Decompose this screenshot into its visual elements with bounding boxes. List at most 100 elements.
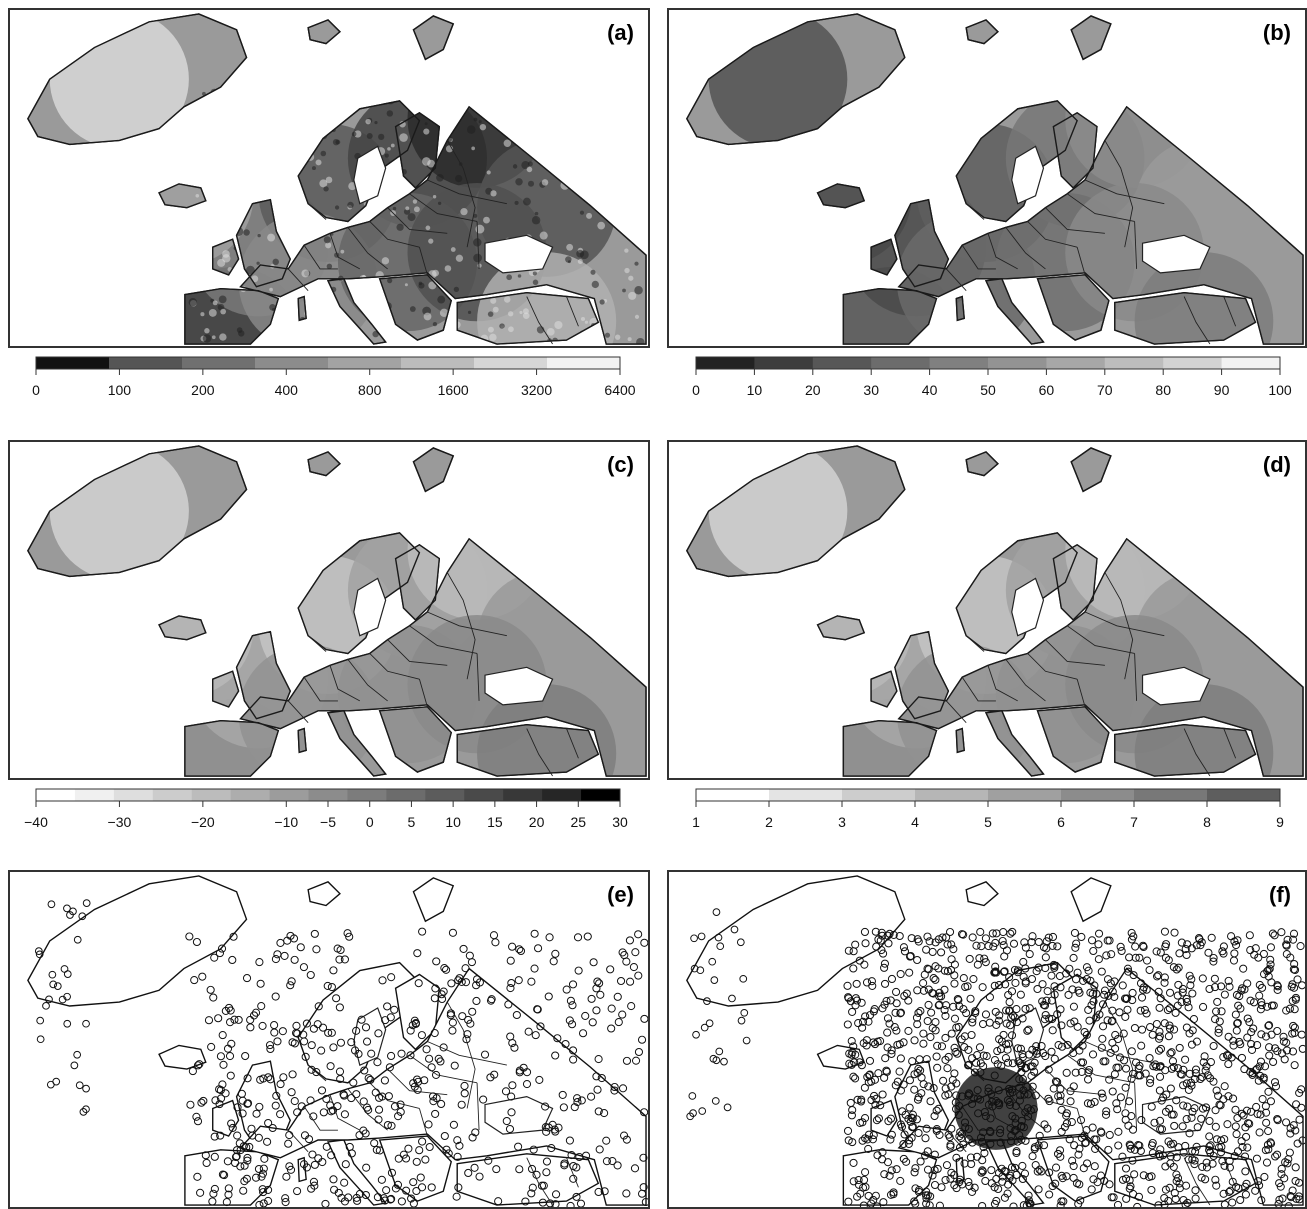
station-marker	[960, 1042, 969, 1052]
station-marker	[1021, 1004, 1030, 1013]
station-marker	[1114, 1063, 1123, 1072]
station-markers	[686, 908, 1305, 1207]
station-marker	[1273, 1026, 1282, 1036]
colorbar-swatch	[503, 789, 543, 801]
station-marker	[1169, 1162, 1178, 1171]
relief-speck	[503, 107, 508, 113]
station-marker	[1261, 1102, 1270, 1111]
relief-speck	[624, 267, 630, 274]
station-marker	[264, 1073, 273, 1082]
station-marker	[285, 1162, 294, 1171]
sea-baltic	[353, 577, 387, 637]
station-marker	[959, 974, 968, 983]
station-marker	[849, 1177, 858, 1186]
relief-speck	[381, 257, 390, 265]
station-marker	[407, 1194, 416, 1203]
station-marker	[1038, 980, 1047, 989]
station-marker	[917, 1089, 926, 1098]
station-marker	[375, 1146, 384, 1155]
station-marker	[454, 976, 463, 985]
station-marker	[919, 986, 928, 995]
coastline-turkey	[1114, 291, 1257, 345]
station-marker	[898, 1107, 907, 1116]
station-marker	[1196, 1074, 1205, 1084]
station-marker	[1135, 1141, 1144, 1150]
station-marker	[429, 1097, 438, 1106]
relief-speck	[390, 143, 395, 148]
relief-speck	[436, 174, 444, 182]
station-marker	[1072, 939, 1081, 948]
station-marker	[895, 1067, 904, 1076]
station-marker	[506, 956, 515, 965]
relief-speck	[301, 269, 310, 278]
country-border	[1183, 1157, 1211, 1206]
station-marker	[246, 1023, 255, 1032]
station-marker	[441, 965, 451, 974]
coastline-turkey	[456, 723, 600, 777]
station-marker	[913, 1068, 922, 1078]
station-marker	[1181, 1181, 1191, 1190]
station-marker	[964, 1061, 973, 1070]
station-marker	[508, 942, 517, 951]
station-marker	[1220, 1200, 1229, 1207]
station-marker	[871, 927, 880, 936]
station-marker	[243, 1153, 252, 1162]
station-marker	[619, 1131, 629, 1140]
station-marker	[1141, 1069, 1150, 1078]
country-border	[946, 268, 967, 291]
station-marker	[1219, 1053, 1228, 1062]
station-marker	[978, 1156, 987, 1165]
country-border	[476, 1082, 480, 1131]
station-marker	[1193, 1123, 1202, 1132]
station-marker	[1213, 997, 1222, 1006]
colorbar-tick-label: −10	[274, 814, 298, 830]
relief-speck	[347, 201, 354, 209]
colorbar-tick-label: 8	[1203, 814, 1211, 830]
station-marker	[1243, 1033, 1252, 1042]
relief-speck	[208, 308, 217, 317]
relief-speck	[374, 120, 378, 125]
station-marker	[1293, 975, 1302, 984]
relief-speck	[490, 190, 497, 197]
station-marker	[975, 954, 984, 963]
station-marker	[1069, 1173, 1078, 1182]
station-marker	[1187, 1081, 1196, 1090]
station-marker	[1156, 1125, 1165, 1134]
country-border	[347, 659, 388, 702]
station-marker	[243, 1099, 253, 1108]
station-marker	[1212, 1135, 1222, 1144]
station-marker	[1028, 1152, 1037, 1161]
station-marker	[854, 1176, 863, 1185]
station-marker	[1291, 1176, 1300, 1186]
relief-speck	[203, 152, 210, 158]
station-marker	[602, 1157, 611, 1166]
station-marker	[930, 1166, 939, 1175]
relief-speck	[404, 283, 408, 287]
station-marker	[1130, 1023, 1139, 1033]
station-marker	[613, 992, 622, 1001]
station-cluster	[954, 1067, 1038, 1150]
relief-speck	[568, 180, 574, 186]
country-border	[1134, 1082, 1138, 1131]
relief-speck	[541, 179, 549, 186]
station-marker	[36, 1035, 45, 1044]
relief-speck	[628, 291, 637, 300]
station-marker	[1121, 1164, 1131, 1173]
station-marker	[1169, 1062, 1178, 1072]
relief-speck	[616, 102, 622, 109]
relief-speck	[547, 143, 557, 153]
station-marker	[319, 1108, 328, 1117]
station-marker	[1257, 983, 1267, 992]
relief-speck	[231, 159, 235, 163]
station-marker	[1188, 989, 1197, 998]
station-marker	[233, 1131, 242, 1140]
station-marker	[243, 1099, 252, 1108]
station-marker	[1182, 1115, 1191, 1124]
station-marker	[1127, 1047, 1136, 1056]
station-marker	[981, 1010, 991, 1019]
station-marker	[572, 1192, 581, 1201]
coastline-finland	[1052, 111, 1098, 189]
station-marker	[1208, 1159, 1217, 1168]
relief-speck	[351, 131, 357, 137]
station-marker	[1172, 1096, 1181, 1105]
